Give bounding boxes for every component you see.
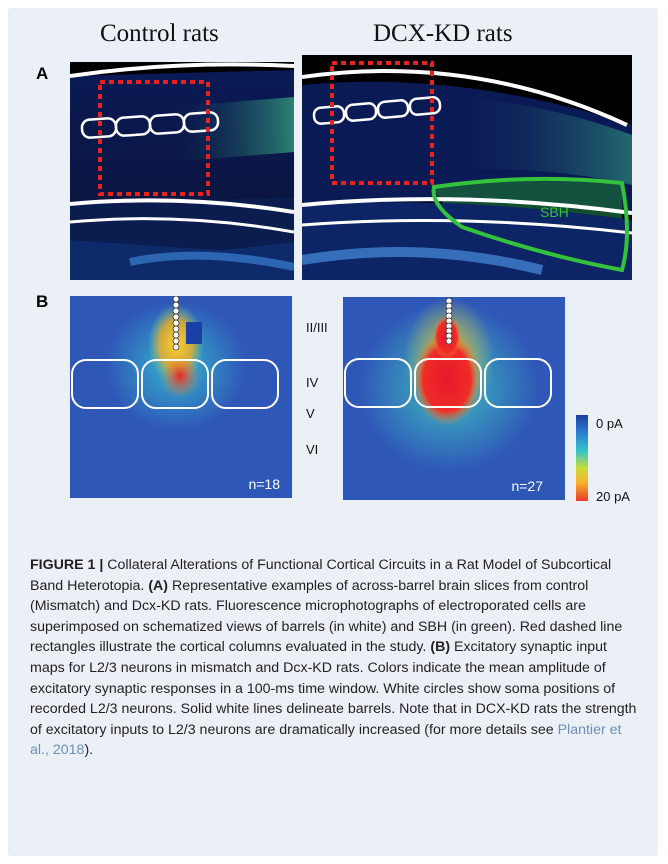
colorbar-bottom-label: 20 pA — [596, 489, 630, 504]
sbh-label: SBH — [540, 204, 569, 220]
caption-b-text: Excitatory synaptic input maps for L2/3 … — [30, 639, 637, 738]
layer-label: VI — [306, 442, 319, 457]
dcx-micrograph-drawing: SBH — [302, 61, 632, 280]
caption-a-text: Representative examples of across-barrel… — [30, 577, 623, 656]
control-n-label: n=18 — [248, 476, 280, 492]
control-heatmap-drawing — [70, 296, 292, 498]
colorbar — [576, 415, 588, 501]
dcx-soma-markers — [445, 297, 453, 345]
dcx-heatmap: n=27 — [343, 297, 565, 500]
panel-b-label: B — [36, 292, 49, 311]
caption-a-label: (A) — [148, 577, 169, 594]
dcx-barrel-outlines — [344, 358, 552, 408]
figure-caption: FIGURE 1 | Collateral Alterations of Fun… — [30, 555, 638, 761]
caption-title: Collateral Alterations of Functional Cor… — [30, 557, 612, 594]
dcx-column-box — [330, 61, 434, 185]
layer-label: IV — [306, 375, 319, 390]
dcx-column-title: DCX-KD rats — [373, 20, 513, 47]
control-soma-markers — [172, 296, 180, 351]
control-column-box — [98, 80, 210, 196]
layer-label: V — [306, 406, 315, 421]
control-micrograph-drawing — [70, 62, 294, 280]
panel-a-label: A — [36, 64, 49, 83]
figure-number: FIGURE 1 | — [30, 557, 104, 573]
sbh-outline — [431, 176, 629, 273]
dcx-barrels — [312, 96, 442, 125]
dcx-heatmap-drawing — [343, 297, 565, 500]
colorbar-top-label: 0 pA — [596, 416, 623, 431]
reference-link[interactable]: Plantier et al., 2018 — [30, 721, 622, 759]
caption-b-label: (B) — [430, 639, 451, 656]
dcx-n-label: n=27 — [511, 478, 543, 494]
dcx-micrograph: SBH — [302, 55, 632, 280]
control-heatmap: n=18 — [70, 296, 292, 498]
control-column-title: Control rats — [100, 20, 219, 47]
layer-label: II/III — [306, 320, 328, 335]
control-barrel-outlines — [71, 359, 279, 409]
control-barrels — [80, 111, 220, 139]
control-micrograph — [70, 62, 294, 280]
caption-end: ). — [84, 742, 94, 759]
